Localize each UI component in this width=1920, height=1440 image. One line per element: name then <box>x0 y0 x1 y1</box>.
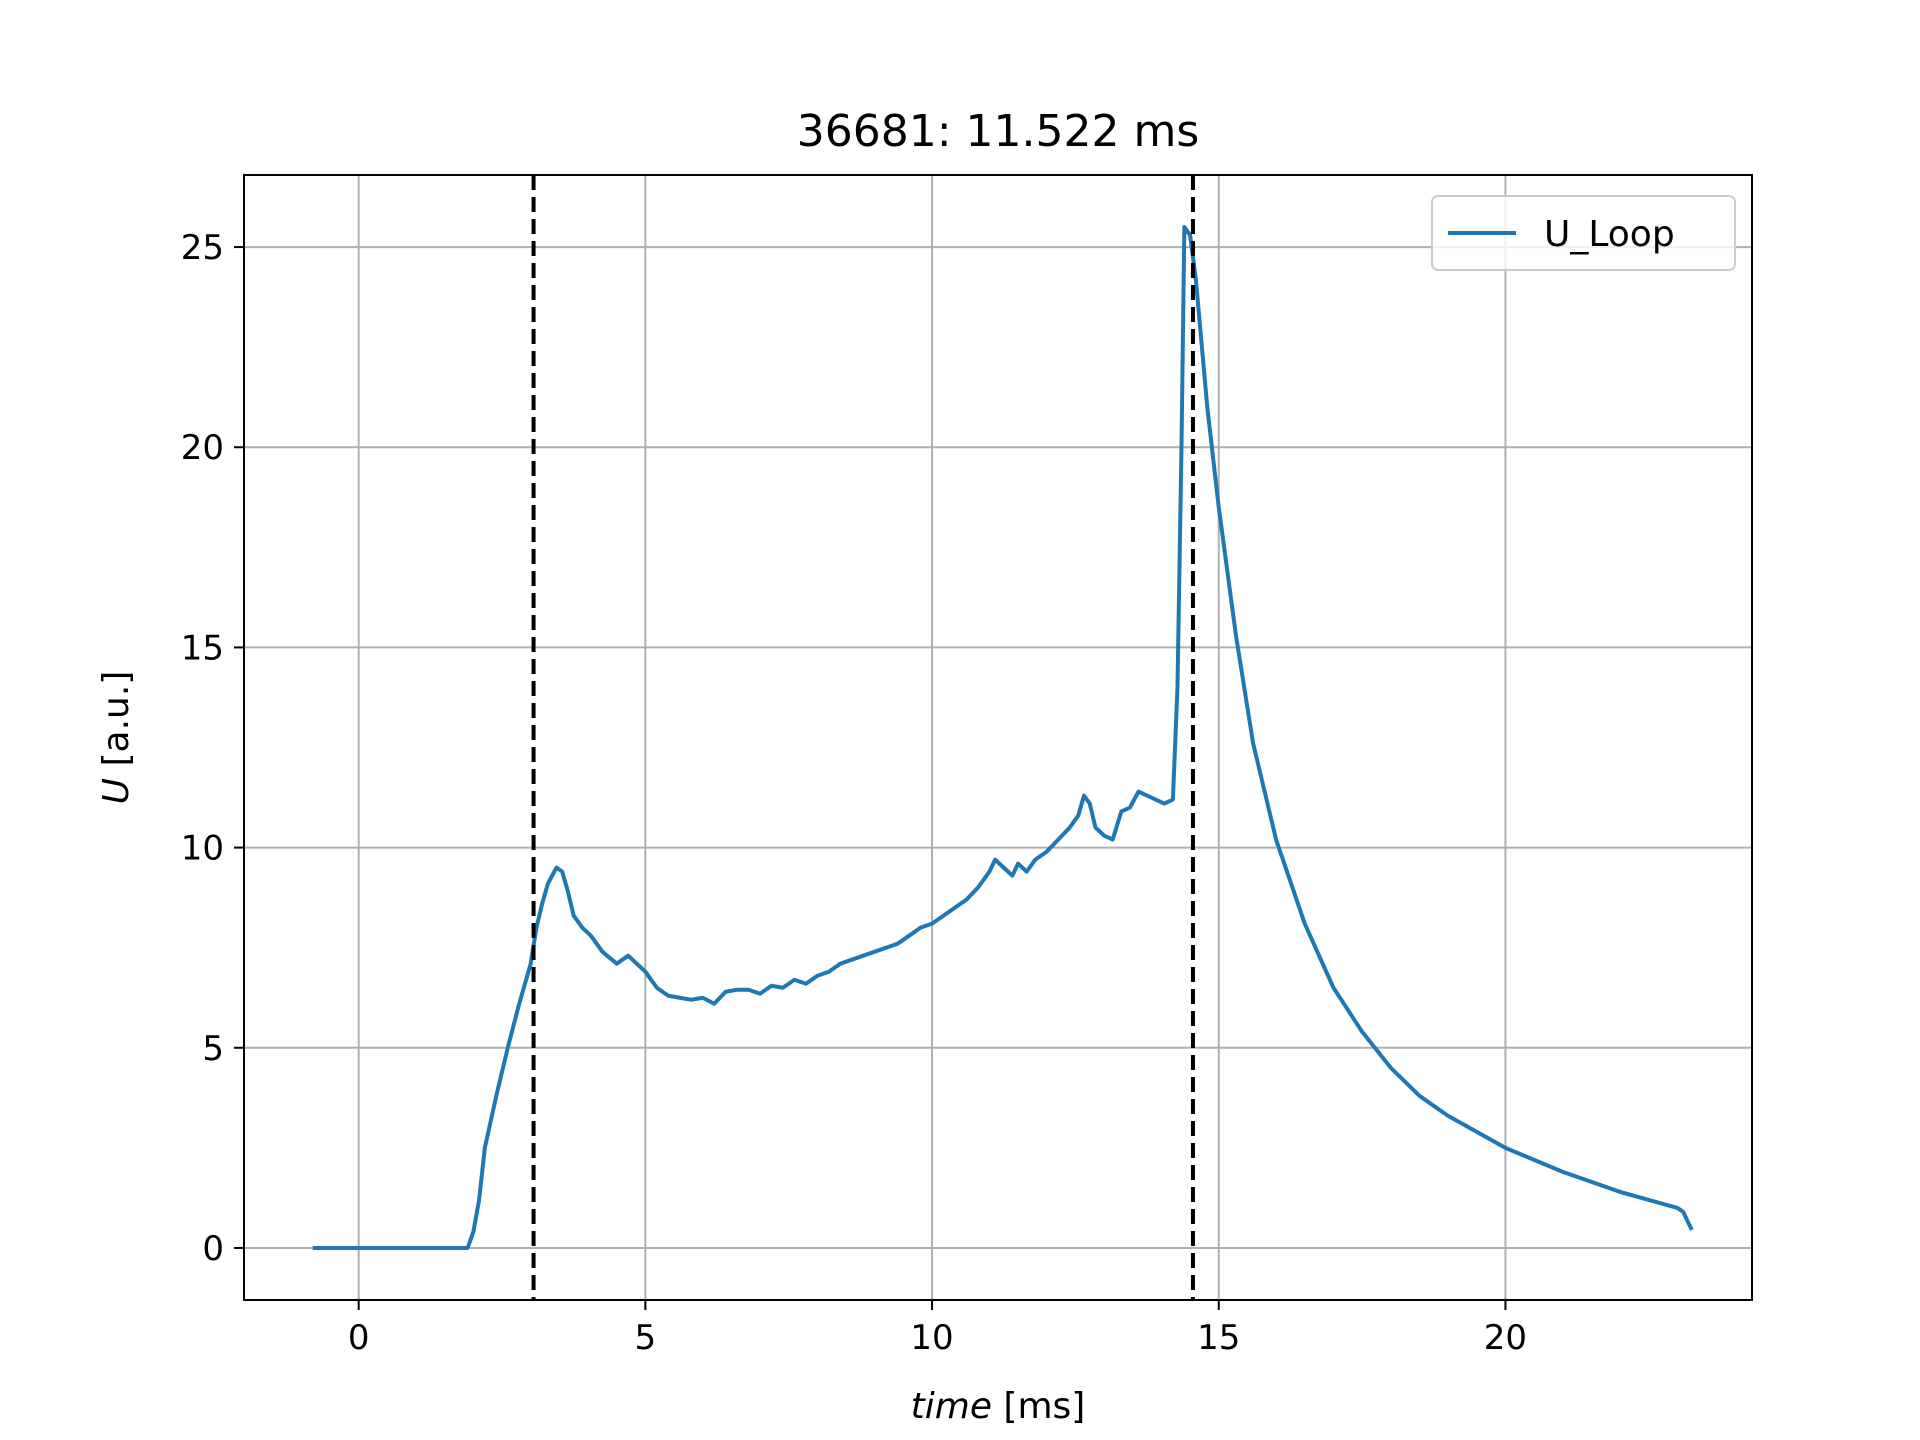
x-tick-label: 5 <box>635 1318 657 1358</box>
y-axis-label-unit: [a.u.] <box>96 671 137 778</box>
legend: U_Loop <box>1431 195 1736 271</box>
y-axis-label: U [a.u.] <box>96 671 137 805</box>
x-tick-label: 10 <box>910 1318 953 1358</box>
y-tick-label: 5 <box>202 1029 224 1069</box>
chart-title: 36681: 11.522 ms <box>797 106 1200 157</box>
legend-label: U_Loop <box>1544 214 1675 255</box>
y-tick-label: 0 <box>202 1229 224 1269</box>
y-tick-label: 25 <box>181 228 224 268</box>
x-axis-label-italic: time <box>911 1386 992 1427</box>
series-line-U_Loop <box>312 225 1694 1250</box>
x-tick-label: 20 <box>1484 1318 1527 1358</box>
y-tick-label: 20 <box>181 428 224 468</box>
plot-content <box>312 175 1694 1300</box>
legend-box <box>1431 195 1736 271</box>
y-tick-label: 10 <box>181 829 224 869</box>
x-axis: 0 5 10 15 20 <box>348 1300 1527 1358</box>
x-tick-label: 15 <box>1197 1318 1240 1358</box>
y-tick-label: 15 <box>181 628 224 668</box>
plot-area <box>312 175 1694 1300</box>
y-axis: 0 5 10 15 20 25 <box>181 228 244 1269</box>
x-axis-label: time [ms] <box>911 1386 1086 1427</box>
x-axis-label-unit: [ms] <box>992 1386 1085 1427</box>
x-tick-label: 0 <box>348 1318 370 1358</box>
y-axis-label-italic: U <box>96 778 137 804</box>
plot-frame <box>243 174 1753 1301</box>
